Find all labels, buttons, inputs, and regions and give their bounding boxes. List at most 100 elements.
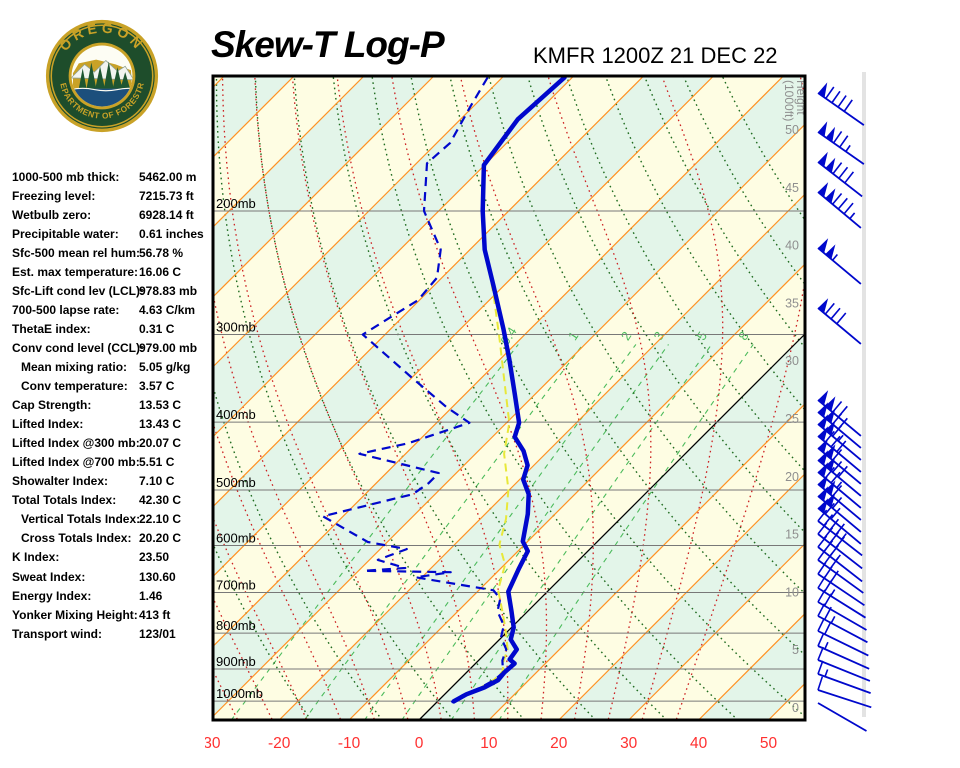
wind-barb	[817, 298, 862, 345]
temp-tick-label: 0	[415, 735, 424, 752]
index-label: ThetaE index:	[12, 321, 91, 336]
logo-scene	[71, 59, 133, 107]
index-value: 978.83 mb	[139, 283, 198, 298]
index-row: Freezing level: 7215.73 ft	[12, 186, 212, 205]
height-tick-label: 25	[785, 412, 799, 426]
moist-adiabats	[213, 76, 805, 720]
wind-barb	[817, 182, 862, 229]
index-value: 7.10 C	[139, 474, 175, 489]
index-row: Showalter Index: 7.10 C	[12, 472, 212, 491]
index-label: Showalter Index:	[12, 474, 109, 489]
index-label: Yonker Mixing Height:	[12, 607, 138, 622]
index-label: Cap Strength:	[12, 398, 92, 413]
index-value: 0.31 C	[139, 321, 175, 336]
index-value: 22.10 C	[139, 512, 182, 527]
height-tick-label: 50	[785, 123, 799, 137]
index-row: Cap Strength: 13.53 C	[12, 396, 212, 415]
height-axis-title: (1000ft)	[782, 80, 796, 121]
height-axis-title: Height	[794, 80, 808, 115]
index-label: Vertical Totals Index:	[21, 512, 141, 527]
pressure-label: 500mb	[216, 475, 256, 490]
index-row: Lifted Index @300 mb: 20.07 C	[12, 434, 212, 453]
index-label: Freezing level:	[12, 188, 96, 203]
index-label: Energy Index:	[12, 588, 92, 603]
index-row: Sfc-Lift cond lev (LCL): 978.83 mb	[12, 281, 212, 300]
index-value: 56.78 %	[139, 245, 184, 260]
isotherms	[213, 76, 805, 720]
height-tick-label: 40	[785, 239, 799, 253]
wind-barb	[817, 121, 865, 165]
logo-ring-line	[50, 24, 154, 128]
index-value: 5.51 C	[139, 455, 175, 470]
index-label: Transport wind:	[12, 626, 102, 641]
chart-border	[211, 74, 807, 722]
index-value: 7215.73 ft	[139, 188, 194, 203]
logo-trees	[78, 61, 131, 89]
index-value: 413 ft	[139, 607, 171, 622]
height-tick-label: 15	[785, 528, 799, 542]
index-label: Sweat Index:	[12, 569, 86, 584]
index-row: Total Totals Index: 42.30 C	[12, 491, 212, 510]
index-row: Yonker Mixing Height: 413 ft	[12, 605, 212, 624]
dewpoint-trace	[321, 76, 508, 704]
temp-tick-label: -20	[268, 735, 291, 752]
temp-axis-labels: -30 -20 -10 0 10 20 30 40 50	[198, 735, 778, 752]
temp-tick-label: -30	[198, 735, 221, 752]
index-row: Mean mixing ratio: 5.05 g/kg	[12, 357, 212, 376]
temperature-trace	[451, 76, 567, 704]
index-row: ThetaE index: 0.31 C	[12, 319, 212, 338]
index-label: Wetbulb zero:	[12, 207, 92, 222]
pressure-label: 600mb	[216, 531, 256, 546]
temp-tick-label: 20	[550, 735, 568, 752]
index-row: Est. max temperature: 16.06 C	[12, 262, 212, 281]
index-label: Est. max temperature:	[12, 264, 139, 279]
index-value: 5462.00 m	[139, 169, 197, 184]
index-row: Conv cond level (CCL): 979.00 mb	[12, 338, 212, 357]
wind-barb	[817, 238, 862, 285]
height-tick-label: 10	[785, 585, 799, 599]
index-row: Energy Index: 1.46	[12, 586, 212, 605]
chart-interior: 0.4 1 2 3 5 8200mb300mb400mb500mb600mb700mb80…	[213, 76, 808, 720]
index-row: Wetbulb zero: 6928.14 ft	[12, 205, 212, 224]
index-row: 700-500 lapse rate: 4.63 C/km	[12, 300, 212, 319]
index-value: 4.63 C/km	[139, 302, 196, 317]
pressure-label: 200mb	[216, 196, 256, 211]
temp-tick-label: 10	[480, 735, 498, 752]
index-value: 5.05 g/kg	[139, 359, 191, 374]
index-value: 42.30 C	[139, 493, 182, 508]
height-tick-label: 5	[792, 643, 799, 657]
index-value: 3.57 C	[139, 379, 175, 394]
index-value: 20.07 C	[139, 436, 182, 451]
index-row: Transport wind: 123/01	[12, 624, 212, 643]
height-tick-label: 0	[792, 701, 799, 715]
pressure-label: 800mb	[216, 618, 256, 633]
temp-tick-label: 50	[760, 735, 778, 752]
index-row: Sfc-500 mean rel hum: 56.78 %	[12, 243, 212, 262]
pressure-label: 400mb	[216, 407, 256, 422]
odf-logo: OREGON DEPARTMENT OF FORESTRY	[45, 19, 159, 133]
wind-barb	[817, 646, 871, 682]
indices-panel: 1000-500 mb thick: 5462.00 m Freezing leve…	[12, 167, 212, 643]
index-label: Sfc-Lift cond lev (LCL):	[12, 283, 144, 298]
station-datetime: KMFR 1200Z 21 DEC 22	[533, 43, 778, 68]
index-value: 16.06 C	[139, 264, 182, 279]
wind-barb	[817, 498, 862, 545]
temp-tick-label: -10	[338, 735, 361, 752]
index-row: Lifted Index @700 mb: 5.51 C	[12, 453, 212, 472]
index-row: 1000-500 mb thick: 5462.00 m	[12, 167, 212, 186]
height-tick-label: 35	[785, 296, 799, 310]
height-tick-label: 30	[785, 354, 799, 368]
index-label: Cross Totals Index:	[21, 531, 132, 546]
index-label: Lifted Index @700 mb:	[12, 455, 140, 470]
wind-barb	[817, 618, 869, 657]
wind-barb	[817, 632, 870, 670]
zero-isotherm	[418, 333, 805, 720]
wind-barb	[817, 151, 863, 198]
index-label: Conv temperature:	[21, 379, 128, 394]
temp-tick-label: 40	[690, 735, 708, 752]
index-label: Conv cond level (CCL):	[12, 340, 145, 355]
logo-wave	[71, 87, 133, 92]
